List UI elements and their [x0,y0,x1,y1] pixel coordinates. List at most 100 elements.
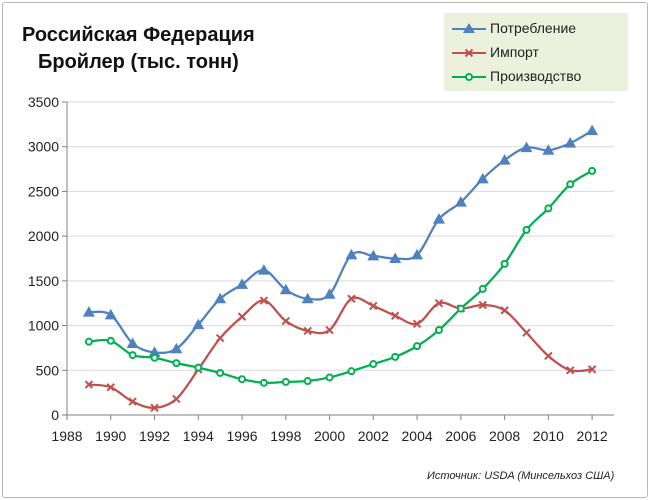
y-tick-label: 3500 [28,94,59,110]
data-point-import [128,397,137,406]
data-point-consumption [586,124,599,136]
data-point-consumption [564,137,577,148]
x-tick-label: 2006 [445,428,476,444]
x-tick-label: 2008 [489,428,520,444]
source-note: Источник: USDA (Минсельхоз США) [427,470,615,482]
data-point-consumption [476,172,489,184]
data-point-consumption [214,292,227,304]
data-point-import [412,319,422,328]
y-tick-label: 500 [36,362,60,378]
data-point-production [128,351,137,360]
data-point-consumption [301,292,314,304]
data-point-import [281,316,291,326]
data-point-production [434,326,443,335]
data-point-production [303,377,312,386]
data-point-import [303,326,312,336]
data-point-production [369,360,378,369]
data-point-import [172,394,181,404]
legend-marker-import [452,48,486,58]
data-point-consumption [82,306,95,317]
data-point-import [566,366,575,375]
data-point-consumption [411,248,424,260]
data-point-consumption [454,196,467,207]
data-point-import [325,325,334,335]
data-point-production [172,359,181,368]
chart-title-line2: Бройлер (тыс. тонн) [38,51,239,73]
data-point-import [369,301,378,311]
x-tick-label: 1994 [183,428,214,444]
legend-label-consumption: Потребление [490,20,577,36]
data-point-consumption [432,213,445,224]
data-point-production [413,342,422,351]
series-line-consumption [88,129,593,355]
data-point-production [106,336,115,345]
y-tick-label: 2000 [28,228,59,244]
chart-title: Российская Федерация Бройлер (тыс. тонн) [22,22,255,76]
x-tick-label: 2004 [402,428,433,444]
data-point-production [391,352,400,361]
data-point-consumption [389,252,402,263]
y-tick-label: 3000 [28,139,59,155]
data-point-consumption [498,154,511,165]
data-point-production [150,353,159,362]
data-point-production [281,377,290,386]
data-point-production [478,284,487,293]
legend-item-production: Производство [450,67,625,87]
data-point-consumption [192,318,205,330]
legend-item-consumption: Потребление [450,19,625,39]
data-point-production [325,373,334,382]
data-point-production [566,180,575,189]
data-point-consumption [257,264,270,275]
x-tick-label: 1992 [139,428,170,444]
data-point-production [544,204,553,213]
data-point-production [456,304,465,313]
data-point-production [500,259,509,268]
data-point-production [347,367,356,376]
data-point-consumption [345,248,358,260]
data-point-consumption [520,141,533,153]
data-point-import [347,294,356,303]
data-point-import [259,296,269,305]
data-point-consumption [323,288,336,299]
x-tick-label: 1998 [270,428,301,444]
data-point-import [237,312,247,321]
x-tick-label: 2002 [358,428,389,444]
data-point-production [522,225,531,234]
x-tick-label: 1988 [51,428,82,444]
data-point-consumption [148,346,161,357]
data-point-consumption [170,342,183,354]
data-point-import [215,333,225,343]
legend-item-import: Импорт [450,43,625,63]
y-tick-label: 2500 [28,183,59,199]
data-point-import [544,351,553,361]
legend-marker-production [452,73,486,81]
data-point-import [106,383,115,392]
x-tick-label: 2012 [577,428,608,444]
data-point-import [84,380,94,389]
x-tick-label: 2010 [533,428,564,444]
legend-label-import: Импорт [490,44,539,60]
data-point-import [587,365,597,374]
data-point-production [216,368,225,377]
legend-marker-consumption [452,23,486,33]
data-point-import [500,306,509,315]
y-tick-label: 0 [51,407,59,423]
chart-title-line1: Российская Федерация [22,24,255,46]
data-point-consumption [236,278,249,289]
data-point-production [194,363,203,372]
data-point-import [150,403,159,413]
data-point-consumption [126,337,139,348]
data-point-import [434,299,444,308]
x-tick-label: 1990 [95,428,126,444]
legend-label-production: Производство [490,68,582,84]
data-point-import [390,311,400,320]
x-tick-label: 2000 [314,428,345,444]
data-point-consumption [542,144,555,155]
data-point-production [84,337,93,346]
data-point-consumption [367,249,380,261]
data-point-import [522,328,531,337]
legend: Потребление Импорт Производство [444,13,628,91]
y-tick-label: 1500 [28,273,59,289]
x-tick-label: 1996 [226,428,257,444]
